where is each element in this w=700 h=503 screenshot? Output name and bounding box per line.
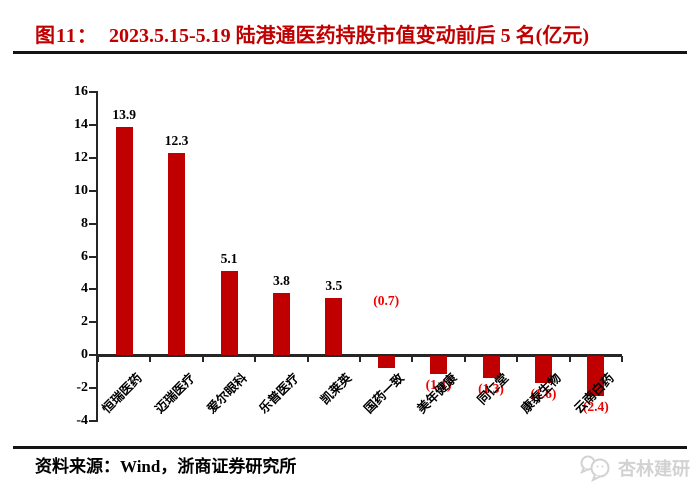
bar-chart: 16 14 12 10 8 6 4 2 0 -2 -4 13.9 恒瑞医药 12.3 迈瑞医疗 5.1 爱尔眼科… bbox=[74, 84, 623, 428]
y-axis-tick bbox=[89, 91, 96, 93]
bar-value-label: (1.1) bbox=[425, 377, 452, 393]
bar bbox=[168, 152, 186, 356]
bar bbox=[115, 126, 133, 356]
x-axis-category-label: 国药一致 bbox=[361, 371, 407, 417]
y-axis-tick bbox=[89, 387, 96, 390]
x-axis-tick bbox=[149, 356, 152, 363]
x-axis-tick bbox=[568, 356, 571, 363]
y-axis-tick-label: 10 bbox=[74, 182, 88, 198]
bar bbox=[325, 297, 343, 356]
y-axis-tick-label: 12 bbox=[74, 149, 88, 165]
bar-value-label: (1.3) bbox=[478, 380, 504, 396]
y-axis-tick-label: 16 bbox=[74, 84, 88, 99]
x-axis-tick bbox=[306, 356, 309, 363]
y-axis-tick bbox=[89, 420, 96, 422]
y-axis-tick-label: -2 bbox=[76, 380, 88, 396]
y-axis-tick-label: 8 bbox=[81, 215, 88, 231]
y-axis-tick-label: 14 bbox=[74, 116, 88, 132]
x-axis-tick bbox=[359, 356, 361, 363]
bar bbox=[587, 356, 605, 396]
x-axis-line bbox=[96, 354, 622, 357]
bar bbox=[272, 292, 290, 356]
bar bbox=[534, 356, 552, 383]
bar-value-label: 5.1 bbox=[220, 251, 238, 267]
y-axis-tick bbox=[89, 123, 96, 126]
bar bbox=[430, 356, 448, 375]
x-axis-tick bbox=[516, 356, 519, 363]
x-axis-tick bbox=[463, 356, 466, 363]
bar-value-label: (0.7) bbox=[373, 292, 400, 308]
watermark-text: 杏林建研 bbox=[618, 459, 690, 479]
x-axis-tick bbox=[254, 356, 257, 363]
bar-value-label: 13.9 bbox=[112, 106, 136, 122]
y-axis-tick bbox=[89, 189, 96, 192]
x-axis-category-label: 恒瑞医药 bbox=[99, 371, 145, 417]
bar bbox=[220, 271, 238, 356]
y-axis-tick bbox=[89, 288, 96, 291]
y-axis-tick bbox=[89, 255, 96, 258]
y-axis-line bbox=[96, 91, 98, 422]
x-axis-tick bbox=[621, 356, 623, 363]
y-axis-tick-label: 0 bbox=[81, 347, 88, 363]
x-axis-tick bbox=[411, 356, 414, 363]
bar-value-label: 3.5 bbox=[325, 277, 343, 293]
title-divider-line bbox=[13, 51, 687, 54]
data-source-note: 资料来源：Wind，浙商证券研究所 bbox=[35, 457, 297, 476]
y-axis-tick bbox=[89, 222, 96, 225]
y-axis-tick-label: 4 bbox=[81, 281, 88, 297]
figure-number-label: 图11： bbox=[35, 25, 98, 47]
x-axis-category-label: 乐普医疗 bbox=[256, 371, 303, 417]
bar-value-label: (1.6) bbox=[530, 385, 557, 401]
y-axis-tick bbox=[89, 321, 96, 324]
bar bbox=[377, 356, 395, 368]
x-axis-tick bbox=[97, 356, 99, 363]
y-axis-tick bbox=[89, 156, 96, 159]
bar-value-label: 12.3 bbox=[164, 132, 189, 148]
bar bbox=[482, 356, 500, 378]
x-axis-category-label: 迈瑞医疗 bbox=[152, 371, 198, 417]
y-axis-tick-label: 2 bbox=[81, 314, 88, 330]
footer-divider-line bbox=[13, 446, 687, 449]
figure-title: 2023.5.15-5.19 陆港通医药持股市值变动前后 5 名(亿元) bbox=[109, 25, 589, 47]
chat-bubbles-icon bbox=[579, 454, 613, 482]
y-axis-tick-label: -4 bbox=[76, 413, 88, 428]
y-axis-tick bbox=[89, 354, 96, 357]
y-axis-tick-label: 6 bbox=[81, 248, 88, 264]
bar-value-label: 3.8 bbox=[272, 272, 290, 288]
x-axis-category-label: 爱尔眼科 bbox=[204, 371, 250, 417]
watermark: 杏林建研 bbox=[579, 454, 690, 482]
x-axis-category-label: 凯莱英 bbox=[318, 371, 355, 408]
bar-value-label: (2.4) bbox=[582, 398, 609, 414]
x-axis-tick bbox=[201, 356, 204, 363]
